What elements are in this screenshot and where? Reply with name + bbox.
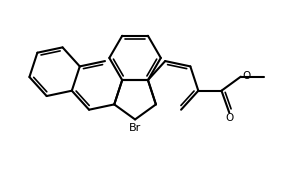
Text: O: O — [243, 71, 251, 81]
Text: O: O — [225, 113, 233, 123]
Text: Br: Br — [129, 123, 141, 133]
